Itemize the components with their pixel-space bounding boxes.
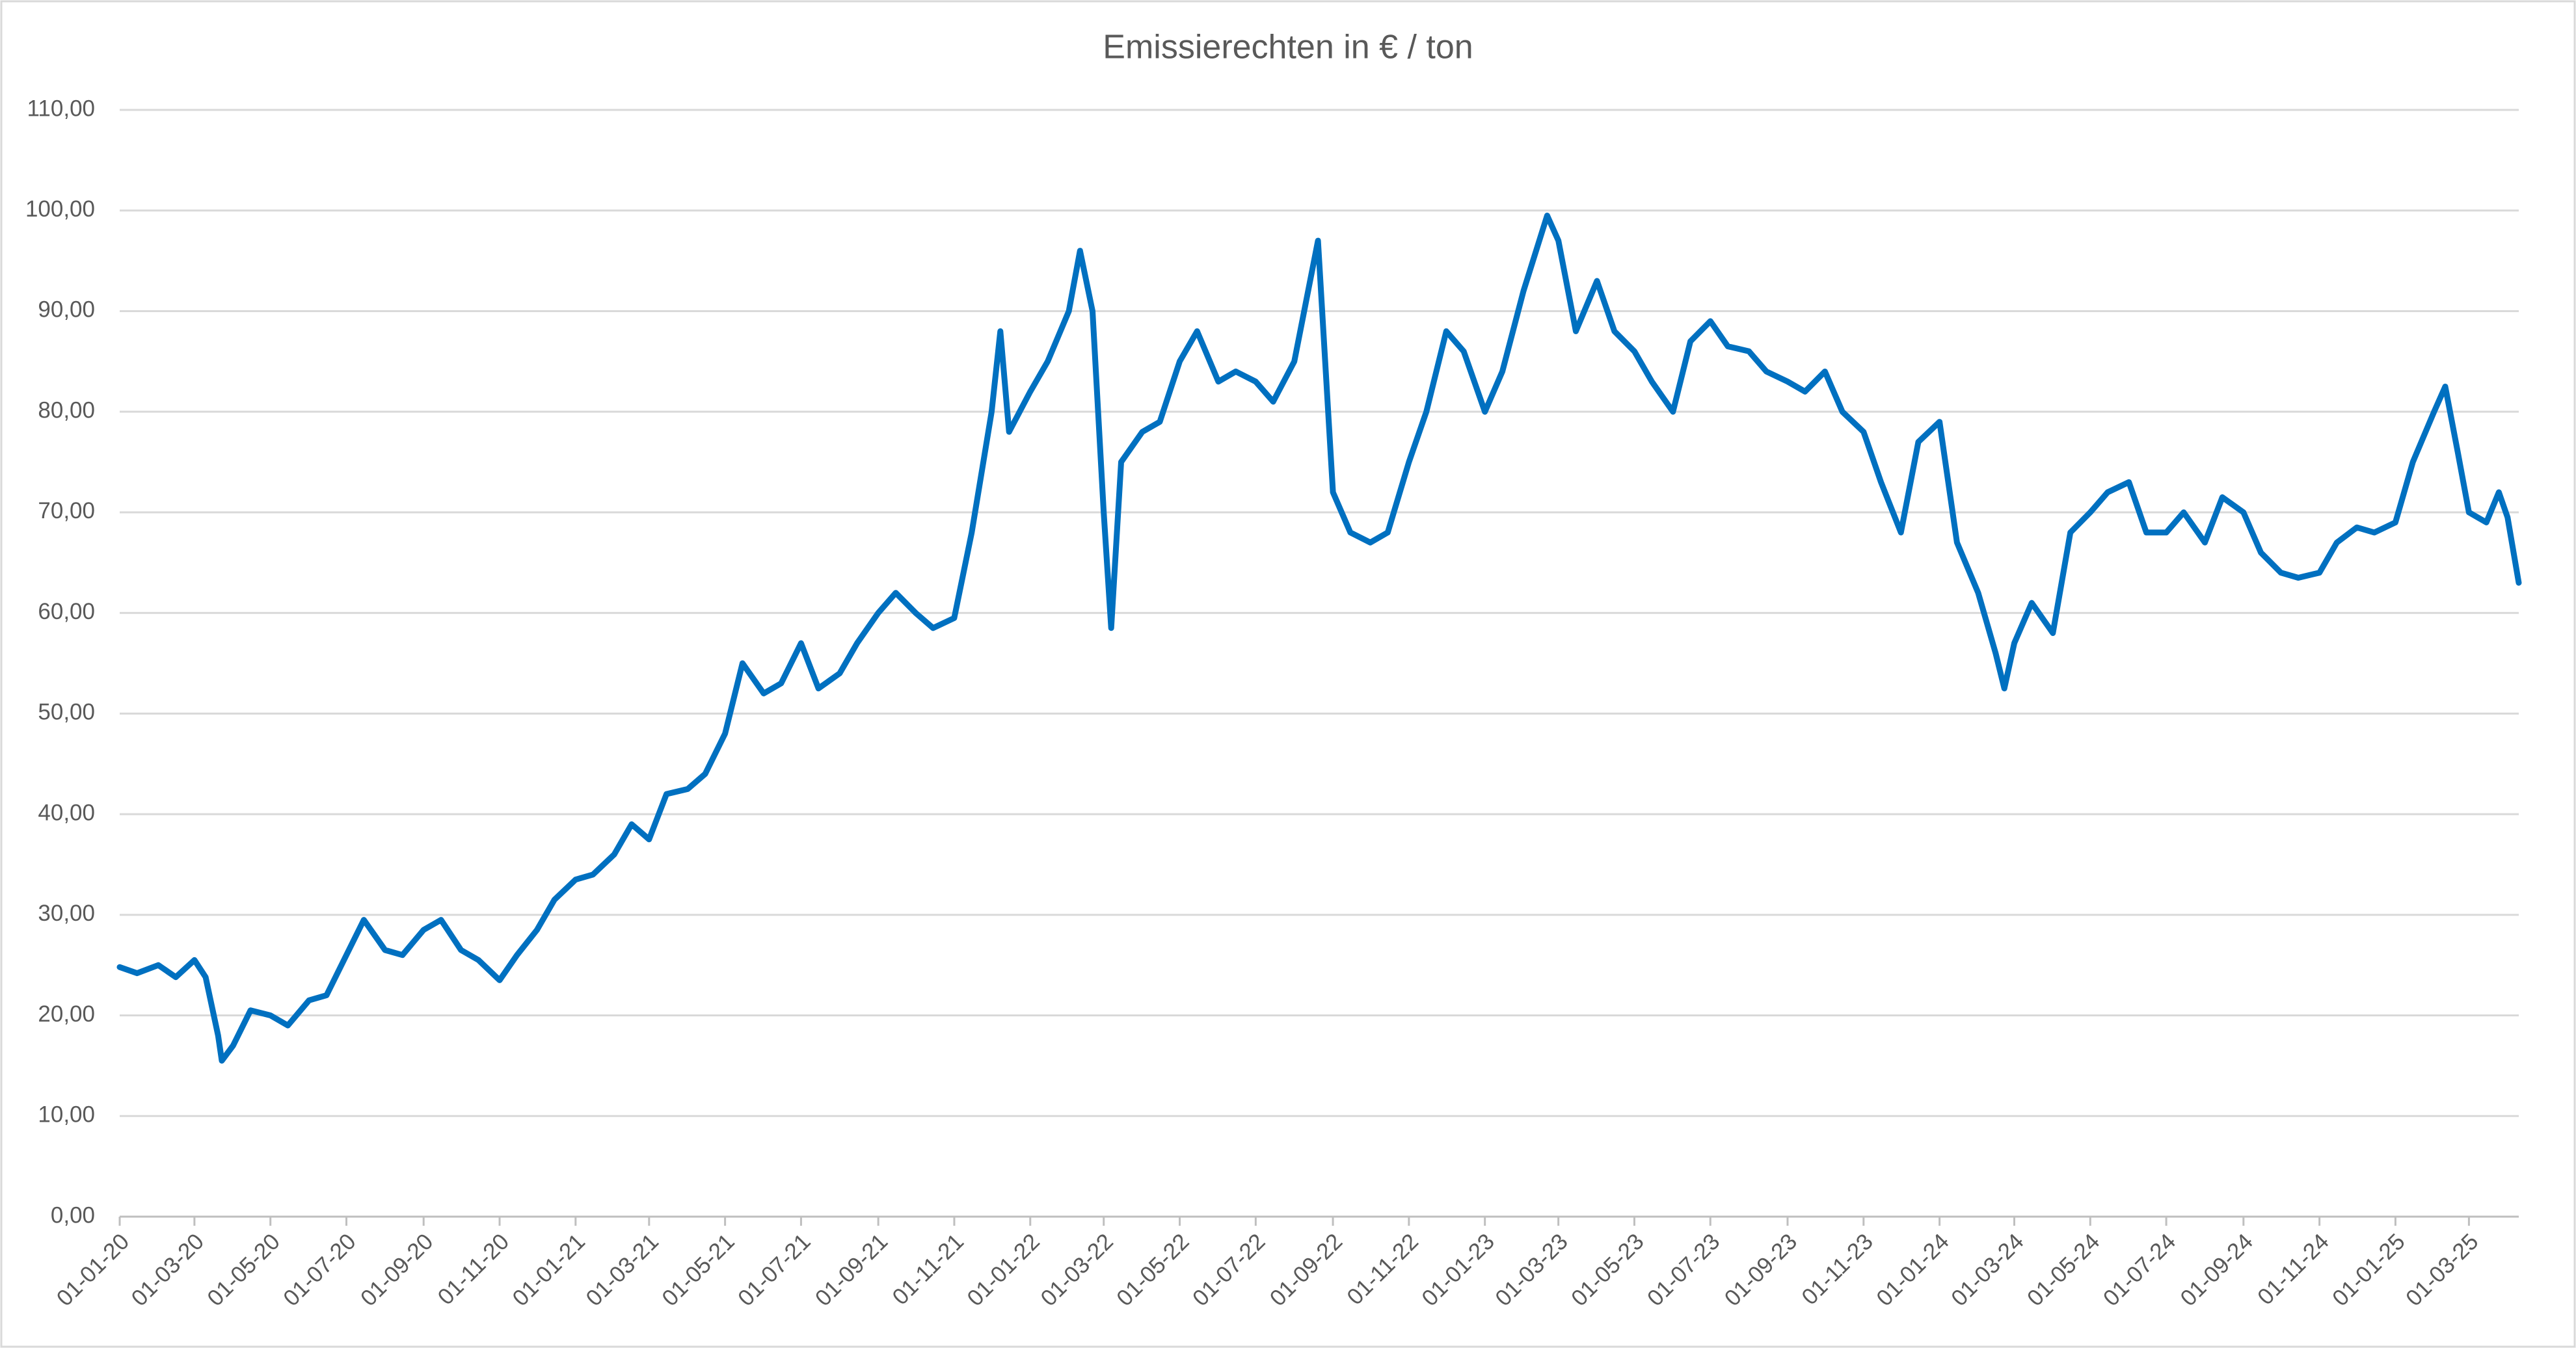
y-tick-label: 10,00 bbox=[38, 1102, 95, 1128]
y-tick-label: 90,00 bbox=[38, 297, 95, 323]
y-tick-label: 80,00 bbox=[38, 397, 95, 423]
y-tick-label: 50,00 bbox=[38, 700, 95, 725]
data-line bbox=[116, 213, 2522, 1064]
y-tick-label: 70,00 bbox=[38, 498, 95, 523]
y-tick-label: 0,00 bbox=[51, 1202, 95, 1228]
y-tick-label: 20,00 bbox=[38, 1001, 95, 1027]
y-tick-label: 40,00 bbox=[38, 800, 95, 825]
y-tick-label: 100,00 bbox=[25, 196, 95, 222]
y-tick-label: 110,00 bbox=[27, 96, 95, 121]
chart-title: Emissierechten in € / ton bbox=[1103, 29, 1473, 66]
y-tick-label: 30,00 bbox=[38, 901, 95, 926]
y-tick-label: 60,00 bbox=[38, 599, 95, 624]
